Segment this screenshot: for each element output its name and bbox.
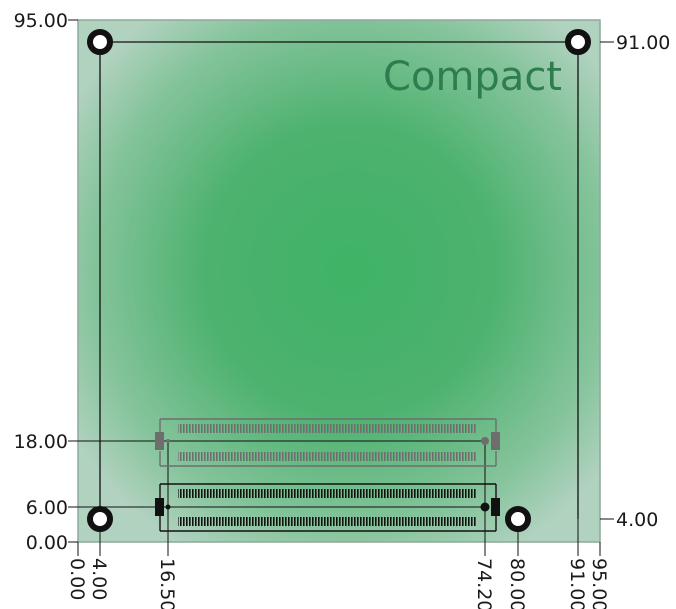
label-95-left: 95.00	[14, 10, 68, 32]
bottom-connector	[155, 483, 500, 532]
top-connector	[155, 418, 500, 467]
label-95-bottom: 95.00	[588, 558, 610, 609]
mounting-hole-icon	[565, 29, 591, 55]
connector-icon	[155, 498, 164, 516]
label-91-right: 91.00	[616, 32, 670, 54]
label-4-right: 4.00	[616, 509, 658, 531]
label-18: 18.00	[14, 431, 68, 453]
connector-icon	[491, 498, 500, 516]
mounting-hole-icon	[505, 506, 531, 532]
board-title: Compact	[383, 54, 562, 100]
hole-outline	[99, 41, 579, 519]
label-0-bottom: 0.00	[66, 558, 88, 600]
label-6: 6.00	[26, 497, 68, 519]
label-80-bottom: 80.00	[506, 558, 528, 609]
connector-icon	[155, 432, 164, 450]
label-0-left: 0.00	[26, 532, 68, 554]
label-16-5-bottom: 16.50	[156, 558, 178, 609]
connector-icon	[491, 432, 500, 450]
mounting-hole-icon	[87, 29, 113, 55]
mounting-hole-icon	[87, 506, 113, 532]
label-74-2-bottom: 74.20	[473, 558, 495, 609]
label-91-bottom: 91.00	[566, 558, 588, 609]
label-4-bottom: 4.00	[88, 558, 110, 600]
